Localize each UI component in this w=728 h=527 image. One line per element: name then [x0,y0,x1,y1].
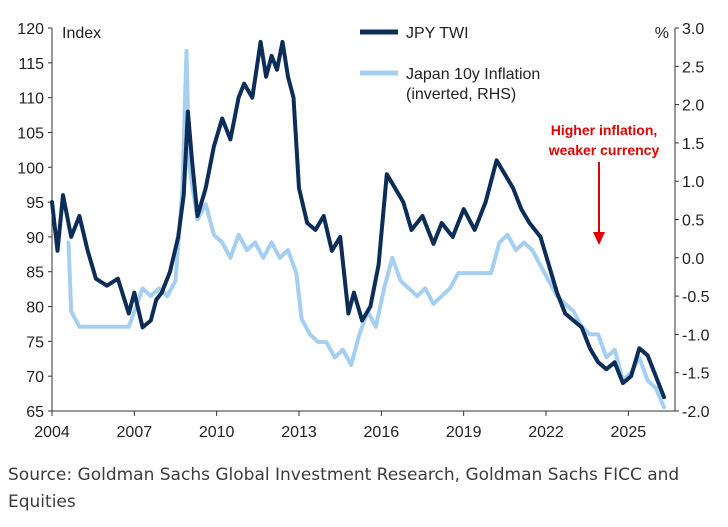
right-tick-label: 2.5 [682,59,704,76]
right-tick-label: 0.0 [682,251,704,268]
x-tick-label: 2016 [364,424,400,441]
right-tick-label: 1.0 [682,174,704,191]
x-tick-label: 2019 [446,424,482,441]
left-tick-label: 70 [26,369,44,386]
source-note: Source: Goldman Sachs Global Investment … [8,465,680,512]
left-tick-label: 110 [18,91,44,108]
x-tick-label: 2013 [281,424,317,441]
x-tick-label: 2010 [199,424,235,441]
legend-label-jpy-twi: JPY TWI [406,25,469,42]
left-tick-label: 75 [26,334,44,351]
chart-svg: 65 70 75 80 85 90 95 100 105 110 115 120 Index 3.0 2.5… [17,21,709,441]
right-axis-unit-label: % [655,25,669,42]
x-tick-label: 2025 [611,424,647,441]
annotation-text-line: weaker currency [548,142,660,158]
x-tick-label: 2007 [117,424,153,441]
legend-label-line: Japan 10y Inflation [406,66,540,83]
right-tick-label: 1.5 [682,136,704,153]
x-tick-label: 2004 [34,424,70,441]
legend-label-line: (inverted, RHS) [406,86,516,103]
left-tick-label: 95 [26,195,44,212]
right-tick-label: -0.5 [682,289,710,306]
legend-label-japan-10y-inflation: Japan 10y Inflation (inverted, RHS) [406,66,540,103]
right-tick-label: 2.0 [682,98,704,115]
left-tick-label: 90 [26,230,44,247]
left-tick-label: 85 [26,265,44,282]
annotation-arrow-head [593,232,605,245]
annotation: Higher inflation, weaker currency [548,122,660,245]
left-tick-label: 80 [26,300,44,317]
right-tick-label: -1.0 [682,327,710,344]
x-tick-label: 2022 [528,424,564,441]
series-line-jpy-twi [50,39,666,400]
left-tick-label: 120 [17,21,44,38]
legend: JPY TWI Japan 10y Inflation (inverted, RHS… [360,25,540,103]
left-tick-label: 100 [17,160,44,177]
left-axis-unit-label: Index [62,25,101,42]
right-tick-label: 3.0 [682,21,704,38]
annotation-text-line: Higher inflation, [551,122,658,138]
series-lines [50,39,666,410]
chart-area: 65 70 75 80 85 90 95 100 105 110 115 120 Index 3.0 2.5… [17,21,710,441]
left-tick-label: 115 [18,56,44,73]
left-tick-label: 105 [17,125,44,142]
right-tick-label: -1.5 [682,366,710,383]
right-tick-label: 0.5 [682,213,704,230]
axes: 65 70 75 80 85 90 95 100 105 110 115 120 Index 3.0 2.5… [17,21,709,441]
left-tick-label: 65 [26,404,44,421]
right-tick-label: -2.0 [682,404,710,421]
series-line-japan-10y-inflation [66,49,666,410]
